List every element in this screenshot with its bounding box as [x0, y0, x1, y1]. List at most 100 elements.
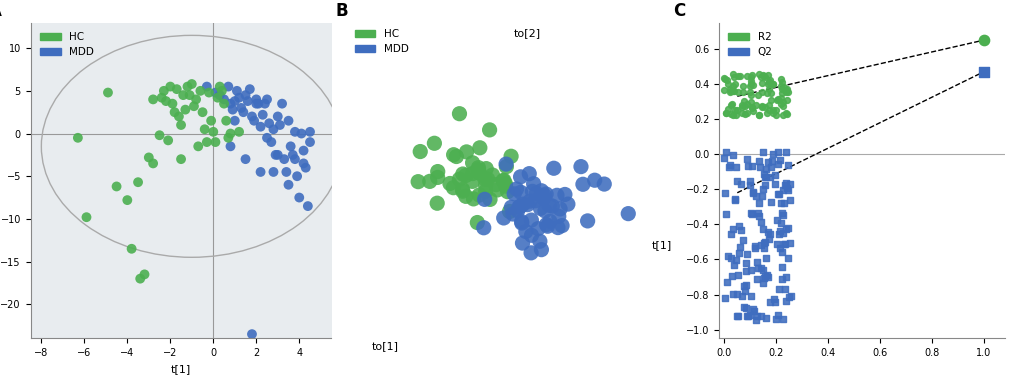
Point	[722, 111, 739, 117]
Point	[726, 196, 742, 202]
Point	[160, 137, 176, 143]
Point	[741, 177, 757, 183]
Point	[296, 148, 312, 154]
Point	[269, 152, 285, 158]
Point	[755, 245, 771, 251]
Point	[735, 97, 751, 103]
Point	[747, 193, 763, 199]
Point	[722, 255, 739, 261]
Point	[757, 166, 773, 172]
Point	[737, 305, 753, 311]
Legend: HC, MDD: HC, MDD	[351, 25, 413, 58]
Point	[228, 88, 245, 94]
Point	[190, 143, 206, 149]
Point	[201, 89, 217, 96]
Point	[738, 102, 754, 108]
Point	[216, 101, 232, 107]
Point	[743, 72, 759, 78]
Point	[192, 88, 208, 94]
Point	[726, 262, 742, 268]
Point	[741, 182, 757, 188]
Point	[735, 283, 751, 289]
Point	[769, 191, 786, 197]
Point	[727, 107, 743, 113]
Point	[284, 152, 301, 158]
Point	[723, 112, 740, 118]
Point	[768, 241, 785, 247]
Point	[756, 239, 772, 245]
Point	[69, 135, 86, 141]
Point	[731, 73, 747, 79]
Point	[776, 87, 793, 93]
Point	[764, 151, 781, 157]
Point	[721, 89, 738, 95]
Point	[759, 81, 775, 87]
Point	[780, 225, 796, 231]
Point	[745, 82, 761, 88]
Point	[742, 92, 758, 98]
Point	[725, 88, 741, 94]
Point	[717, 110, 734, 116]
Point	[777, 274, 794, 280]
X-axis label: t[1]: t[1]	[171, 364, 191, 374]
Point	[745, 306, 761, 312]
Point	[756, 174, 772, 180]
Point	[771, 245, 788, 251]
Point	[269, 114, 285, 120]
Point	[733, 227, 749, 233]
Point	[119, 197, 136, 203]
Point	[743, 211, 759, 217]
Point	[730, 273, 746, 279]
Point	[725, 152, 741, 158]
Point	[773, 187, 790, 193]
Point	[777, 89, 794, 95]
Point	[767, 316, 784, 322]
Point	[764, 107, 781, 113]
Point	[743, 81, 759, 87]
Point	[734, 89, 750, 95]
Point	[773, 79, 790, 85]
Point	[766, 181, 783, 187]
Point	[244, 114, 260, 120]
Point	[772, 200, 789, 206]
Point	[250, 101, 266, 107]
Point	[735, 304, 751, 310]
Point	[739, 313, 755, 319]
Point	[766, 171, 783, 177]
Point	[280, 118, 297, 124]
Point	[170, 114, 186, 120]
Point	[744, 190, 760, 196]
Point	[717, 279, 734, 285]
Point	[741, 83, 757, 89]
Point	[780, 89, 796, 95]
Point	[757, 315, 773, 321]
Point	[151, 132, 167, 138]
Point	[175, 92, 192, 98]
Point	[736, 103, 752, 109]
Point	[145, 161, 161, 167]
Point	[725, 291, 741, 297]
Point	[779, 255, 795, 261]
Point	[741, 312, 757, 318]
Point	[745, 108, 761, 114]
Point	[265, 126, 281, 132]
Point	[747, 102, 763, 108]
Point	[752, 219, 768, 225]
Point	[265, 169, 281, 175]
Point	[723, 226, 740, 232]
Point	[244, 331, 260, 337]
Point	[750, 200, 766, 206]
Point	[288, 173, 305, 179]
Point	[975, 69, 991, 75]
Point	[246, 118, 262, 124]
Point	[195, 109, 211, 115]
Point	[750, 158, 766, 164]
Point	[774, 99, 791, 105]
Point	[715, 75, 732, 81]
Point	[731, 223, 747, 229]
Point	[302, 139, 318, 145]
Point	[761, 231, 777, 237]
Text: to[1]: to[1]	[372, 341, 398, 352]
Point	[728, 257, 744, 263]
Point	[164, 101, 180, 107]
